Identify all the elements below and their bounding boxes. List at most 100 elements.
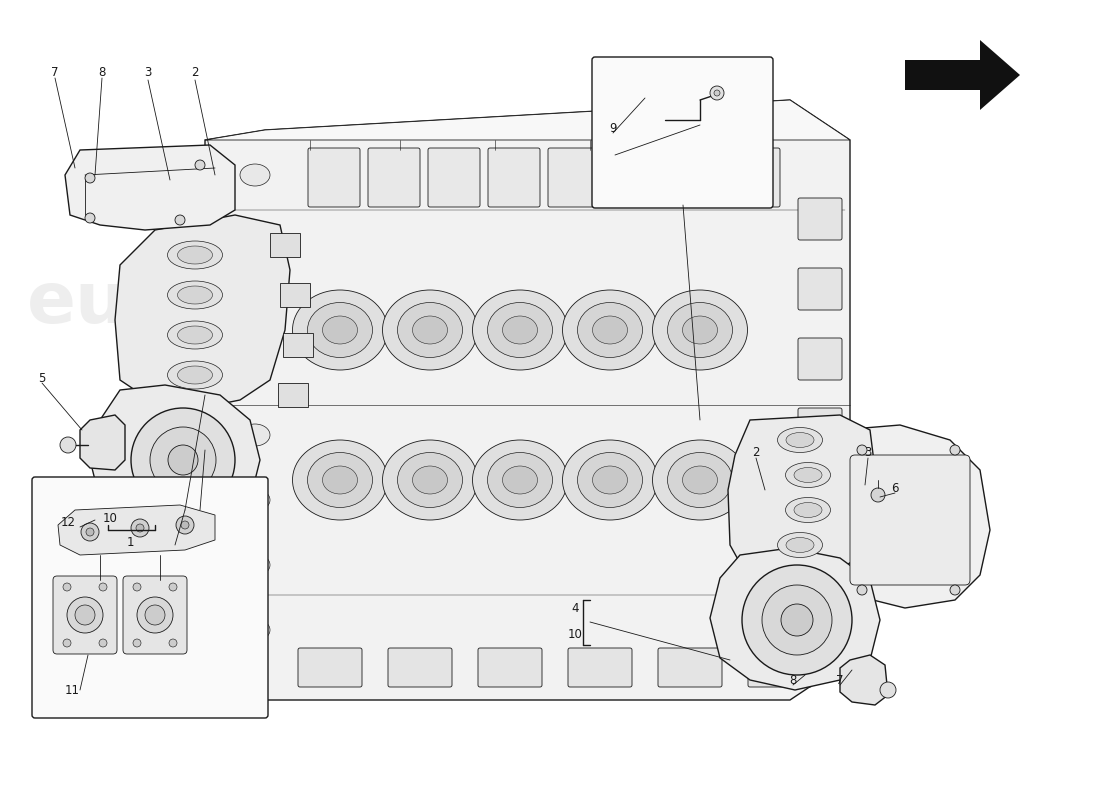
Circle shape <box>131 408 235 512</box>
Polygon shape <box>280 283 310 307</box>
Circle shape <box>85 213 95 223</box>
Ellipse shape <box>397 453 462 507</box>
Polygon shape <box>80 415 125 470</box>
Text: 1: 1 <box>126 537 134 550</box>
Circle shape <box>168 445 198 475</box>
Ellipse shape <box>177 326 212 344</box>
Ellipse shape <box>308 453 373 507</box>
Ellipse shape <box>240 424 270 446</box>
Circle shape <box>85 173 95 183</box>
Ellipse shape <box>785 462 830 487</box>
Circle shape <box>857 585 867 595</box>
Polygon shape <box>283 333 313 357</box>
Ellipse shape <box>308 302 373 358</box>
Circle shape <box>950 585 960 595</box>
FancyBboxPatch shape <box>798 548 842 590</box>
Text: 5: 5 <box>39 371 46 385</box>
Ellipse shape <box>593 466 627 494</box>
Circle shape <box>169 639 177 647</box>
Polygon shape <box>840 655 888 705</box>
Circle shape <box>175 215 185 225</box>
Ellipse shape <box>240 489 270 511</box>
Circle shape <box>136 524 144 532</box>
FancyBboxPatch shape <box>308 148 360 207</box>
FancyBboxPatch shape <box>798 338 842 380</box>
FancyBboxPatch shape <box>798 268 842 310</box>
Text: 2: 2 <box>752 446 760 458</box>
FancyBboxPatch shape <box>608 148 660 207</box>
FancyBboxPatch shape <box>658 648 722 687</box>
Ellipse shape <box>503 316 538 344</box>
Circle shape <box>880 682 896 698</box>
Circle shape <box>762 585 832 655</box>
Circle shape <box>60 437 76 453</box>
Text: 6: 6 <box>891 482 899 494</box>
Ellipse shape <box>383 440 477 520</box>
Ellipse shape <box>167 281 222 309</box>
Text: Maserati: Maserati <box>439 311 661 409</box>
Ellipse shape <box>562 290 658 370</box>
Circle shape <box>871 488 886 502</box>
Circle shape <box>742 565 852 675</box>
FancyBboxPatch shape <box>32 477 268 718</box>
Ellipse shape <box>652 440 748 520</box>
FancyBboxPatch shape <box>798 198 842 240</box>
Ellipse shape <box>240 619 270 641</box>
Ellipse shape <box>794 467 822 482</box>
Ellipse shape <box>293 290 387 370</box>
Text: 12: 12 <box>60 515 76 529</box>
Polygon shape <box>710 548 880 690</box>
Circle shape <box>86 528 94 536</box>
Ellipse shape <box>397 302 462 358</box>
Ellipse shape <box>794 502 822 518</box>
Ellipse shape <box>293 440 387 520</box>
Text: 3: 3 <box>144 66 152 78</box>
Text: 8: 8 <box>790 674 796 686</box>
Ellipse shape <box>593 316 627 344</box>
Polygon shape <box>905 40 1020 110</box>
Text: 3: 3 <box>865 446 871 458</box>
Ellipse shape <box>240 164 270 186</box>
Circle shape <box>138 597 173 633</box>
Ellipse shape <box>240 554 270 576</box>
Circle shape <box>63 639 72 647</box>
Text: 10: 10 <box>102 511 118 525</box>
Circle shape <box>182 521 189 529</box>
Text: 1985: 1985 <box>803 549 957 603</box>
Polygon shape <box>270 233 300 257</box>
Circle shape <box>150 427 216 493</box>
FancyBboxPatch shape <box>298 648 362 687</box>
Ellipse shape <box>412 466 448 494</box>
Circle shape <box>63 583 72 591</box>
Ellipse shape <box>322 316 358 344</box>
FancyBboxPatch shape <box>53 576 117 654</box>
Text: a passion for: a passion for <box>381 463 543 529</box>
Ellipse shape <box>778 533 823 558</box>
Circle shape <box>714 90 720 96</box>
Ellipse shape <box>473 290 568 370</box>
Circle shape <box>857 445 867 455</box>
Ellipse shape <box>167 321 222 349</box>
Polygon shape <box>65 145 235 230</box>
Polygon shape <box>58 505 214 555</box>
Ellipse shape <box>778 427 823 453</box>
FancyBboxPatch shape <box>478 648 542 687</box>
Ellipse shape <box>177 286 212 304</box>
FancyBboxPatch shape <box>748 648 812 687</box>
FancyBboxPatch shape <box>388 648 452 687</box>
Circle shape <box>169 583 177 591</box>
Ellipse shape <box>682 466 717 494</box>
Circle shape <box>67 597 103 633</box>
Polygon shape <box>205 100 850 700</box>
Circle shape <box>145 605 165 625</box>
Ellipse shape <box>682 316 717 344</box>
Ellipse shape <box>503 466 538 494</box>
Ellipse shape <box>786 538 814 553</box>
Ellipse shape <box>668 302 733 358</box>
Circle shape <box>81 523 99 541</box>
Circle shape <box>781 604 813 636</box>
Text: 7: 7 <box>836 674 844 686</box>
FancyBboxPatch shape <box>798 618 842 660</box>
FancyBboxPatch shape <box>850 455 970 585</box>
Circle shape <box>75 605 95 625</box>
